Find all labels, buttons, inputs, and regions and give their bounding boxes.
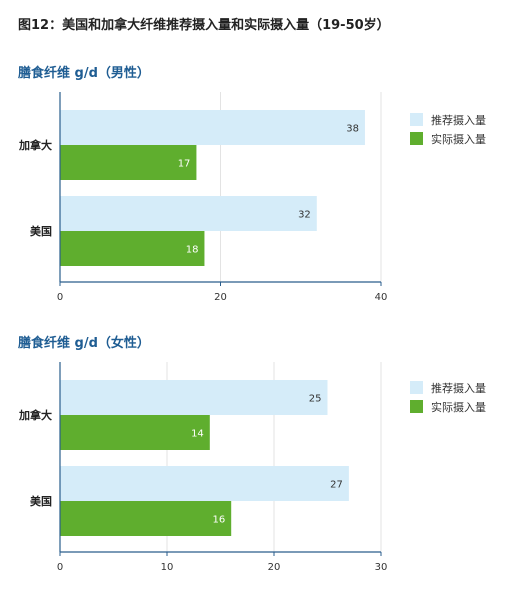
legend-male: 推荐摄入量 实际摄入量: [410, 110, 486, 148]
x-tick-label: 0: [57, 562, 63, 573]
bar-recommended: [60, 466, 349, 501]
x-tick-label: 20: [268, 562, 281, 573]
bar-recommended: [60, 110, 365, 145]
category-label: 美国: [30, 494, 52, 508]
legend-item-recommended: 推荐摄入量: [410, 378, 486, 397]
chart-title-male: 膳食纤维 g/d（男性）: [18, 66, 150, 81]
bar-actual: [60, 501, 232, 536]
legend-label-actual: 实际摄入量: [431, 400, 486, 414]
legend-swatch-actual: [410, 400, 423, 413]
legend-label-recommended: 推荐摄入量: [431, 381, 486, 395]
data-label: 17: [178, 159, 191, 170]
bar-recommended: [60, 196, 317, 231]
legend-item-actual: 实际摄入量: [410, 397, 486, 416]
chart-title-female: 膳食纤维 g/d（女性）: [18, 336, 150, 351]
figure-title: 图12：美国和加拿大纤维推荐摄入量和实际摄入量（19-50岁）: [18, 18, 390, 33]
legend-swatch-actual: [410, 132, 423, 145]
category-label: 加拿大: [18, 138, 52, 152]
legend-swatch-recommended: [410, 113, 423, 126]
data-label: 38: [346, 124, 359, 135]
data-label: 18: [186, 245, 199, 256]
legend-female: 推荐摄入量 实际摄入量: [410, 378, 486, 416]
bar-actual: [60, 415, 210, 450]
legend-swatch-recommended: [410, 381, 423, 394]
bar-actual: [60, 145, 197, 180]
data-label: 25: [309, 394, 322, 405]
data-label: 16: [212, 515, 225, 526]
legend-label-actual: 实际摄入量: [431, 132, 486, 146]
x-tick-label: 10: [161, 562, 174, 573]
x-tick-label: 20: [214, 292, 227, 303]
legend-item-actual: 实际摄入量: [410, 129, 486, 148]
x-tick-label: 40: [375, 292, 388, 303]
bar-recommended: [60, 380, 328, 415]
legend-item-recommended: 推荐摄入量: [410, 110, 486, 129]
chart-male: 38 17 加拿大 32 18 美国 0 20 40: [18, 92, 388, 303]
chart-female: 25 14 加拿大 27 16 美国 0 10 20 30: [18, 362, 388, 573]
category-label: 加拿大: [18, 408, 52, 422]
bar-actual: [60, 231, 205, 266]
legend-label-recommended: 推荐摄入量: [431, 113, 486, 127]
x-tick-label: 0: [57, 292, 63, 303]
data-label: 27: [330, 480, 343, 491]
category-label: 美国: [30, 224, 52, 238]
data-label: 14: [191, 429, 204, 440]
data-label: 32: [298, 210, 311, 221]
x-tick-label: 30: [375, 562, 388, 573]
